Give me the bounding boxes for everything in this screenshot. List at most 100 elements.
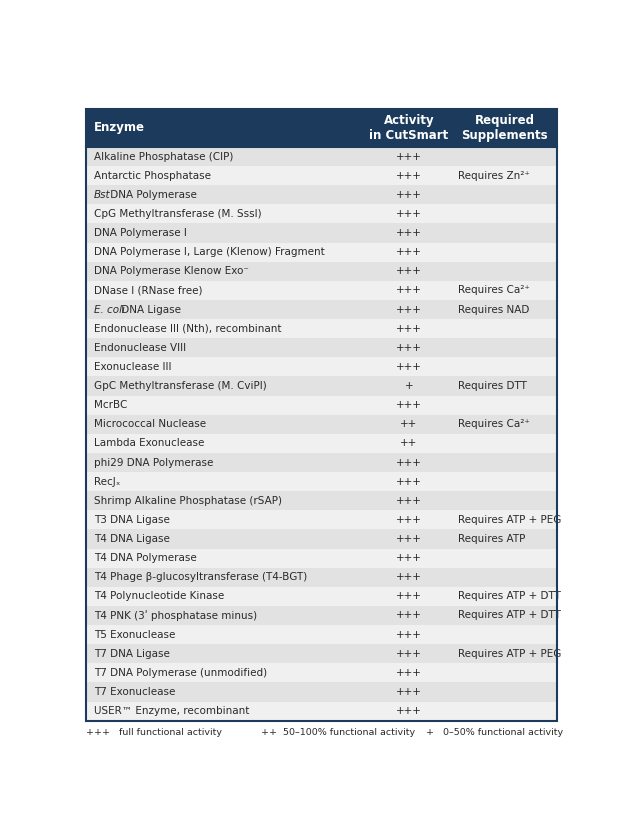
Text: T3 DNA Ligase: T3 DNA Ligase [94, 515, 170, 525]
Bar [86, 300, 558, 319]
Text: +++: +++ [396, 209, 422, 219]
Text: T7 DNA Ligase: T7 DNA Ligase [94, 648, 170, 659]
Text: McrBC: McrBC [94, 400, 127, 410]
Text: T7 Exonuclease: T7 Exonuclease [94, 687, 175, 697]
Text: Lambda Exonuclease: Lambda Exonuclease [94, 438, 204, 449]
Text: DNA Ligase: DNA Ligase [118, 305, 181, 314]
Text: +++: +++ [396, 648, 422, 659]
Text: T4 DNA Polymerase: T4 DNA Polymerase [94, 553, 197, 563]
Text: Endonuclease III (Nth), recombinant: Endonuclease III (Nth), recombinant [94, 323, 281, 333]
Text: +++: +++ [396, 323, 422, 333]
Text: Requires ATP + DTT: Requires ATP + DTT [458, 591, 561, 601]
Bar [86, 433, 558, 453]
Bar [86, 243, 558, 262]
Text: T4 DNA Ligase: T4 DNA Ligase [94, 534, 170, 544]
Text: +++: +++ [396, 362, 422, 372]
Bar [86, 587, 558, 606]
Text: +++: +++ [396, 591, 422, 601]
Text: Shrimp Alkaline Phosphatase (rSAP): Shrimp Alkaline Phosphatase (rSAP) [94, 496, 282, 506]
Bar [86, 511, 558, 529]
Text: +++: +++ [396, 228, 422, 238]
Bar [86, 108, 558, 147]
Text: +++: +++ [396, 190, 422, 200]
Text: +: + [404, 381, 413, 391]
Text: Requires NAD: Requires NAD [458, 305, 529, 314]
Bar [86, 701, 558, 721]
Bar [86, 549, 558, 568]
Text: USER™ Enzyme, recombinant: USER™ Enzyme, recombinant [94, 706, 249, 716]
Text: +++: +++ [396, 305, 422, 314]
Bar [86, 204, 558, 223]
Text: Bst: Bst [94, 190, 111, 200]
Text: +++: +++ [396, 476, 422, 486]
Text: +++: +++ [396, 458, 422, 468]
Text: +++: +++ [396, 534, 422, 544]
Text: Requires Ca²⁺: Requires Ca²⁺ [458, 286, 529, 296]
Bar [86, 319, 558, 339]
Bar [86, 339, 558, 357]
Text: DNA Polymerase: DNA Polymerase [107, 190, 197, 200]
Text: +++: +++ [396, 400, 422, 410]
Bar [86, 491, 558, 511]
Text: Requires DTT: Requires DTT [458, 381, 526, 391]
Text: DNase I (RNase free): DNase I (RNase free) [94, 286, 202, 296]
Bar [86, 453, 558, 472]
Text: +++: +++ [396, 706, 422, 716]
Text: Enzyme: Enzyme [94, 121, 145, 134]
Text: +   0–50% functional activity: + 0–50% functional activity [426, 728, 563, 738]
Bar [86, 262, 558, 281]
Text: T4 PNK (3ʹ phosphatase minus): T4 PNK (3ʹ phosphatase minus) [94, 610, 257, 621]
Text: +++: +++ [396, 171, 422, 181]
Text: +++: +++ [396, 343, 422, 353]
Text: +++: +++ [396, 286, 422, 296]
Text: +++: +++ [396, 668, 422, 678]
Text: T4 Polynucleotide Kinase: T4 Polynucleotide Kinase [94, 591, 224, 601]
Text: DNA Polymerase I: DNA Polymerase I [94, 228, 187, 238]
Text: T5 Exonuclease: T5 Exonuclease [94, 630, 175, 639]
Text: Endonuclease VIII: Endonuclease VIII [94, 343, 186, 353]
Bar [86, 568, 558, 587]
Text: +++: +++ [396, 687, 422, 697]
Bar [86, 682, 558, 701]
Text: phi29 DNA Polymerase: phi29 DNA Polymerase [94, 458, 214, 468]
Text: +++: +++ [396, 572, 422, 582]
Text: Requires Ca²⁺: Requires Ca²⁺ [458, 419, 529, 429]
Text: Activity
in CutSmart: Activity in CutSmart [369, 113, 448, 142]
Text: RecJₓ: RecJₓ [94, 476, 121, 486]
Bar [86, 644, 558, 664]
Bar [86, 223, 558, 243]
Text: Alkaline Phosphatase (CIP): Alkaline Phosphatase (CIP) [94, 151, 234, 161]
Text: E. coli: E. coli [94, 305, 125, 314]
Bar [86, 281, 558, 300]
Bar [86, 472, 558, 491]
Text: CpG Methyltransferase (M. SssI): CpG Methyltransferase (M. SssI) [94, 209, 262, 219]
Text: +++: +++ [396, 151, 422, 161]
Text: +++: +++ [396, 630, 422, 639]
Bar [86, 396, 558, 415]
Text: Micrococcal Nuclease: Micrococcal Nuclease [94, 419, 206, 429]
Bar [86, 529, 558, 549]
Text: T4 Phage β-glucosyltransferase (T4-BGT): T4 Phage β-glucosyltransferase (T4-BGT) [94, 572, 307, 582]
Text: Requires ATP + PEG: Requires ATP + PEG [458, 648, 561, 659]
Text: Requires Zn²⁺: Requires Zn²⁺ [458, 171, 529, 181]
Text: Required
Supplements: Required Supplements [461, 113, 548, 142]
Bar [86, 606, 558, 625]
Text: +++: +++ [396, 266, 422, 276]
Bar [86, 166, 558, 186]
Text: T7 DNA Polymerase (unmodified): T7 DNA Polymerase (unmodified) [94, 668, 267, 678]
Text: +++   full functional activity: +++ full functional activity [86, 728, 222, 738]
Text: +++: +++ [396, 553, 422, 563]
Bar [86, 625, 558, 644]
Bar [86, 376, 558, 396]
Text: DNA Polymerase I, Large (Klenow) Fragment: DNA Polymerase I, Large (Klenow) Fragmen… [94, 247, 325, 257]
Bar [86, 186, 558, 204]
Text: ++: ++ [401, 438, 418, 449]
Bar [86, 415, 558, 433]
Text: DNA Polymerase Klenow Exo⁻: DNA Polymerase Klenow Exo⁻ [94, 266, 249, 276]
Bar [86, 147, 558, 166]
Text: Requires ATP: Requires ATP [458, 534, 525, 544]
Text: Requires ATP + DTT: Requires ATP + DTT [458, 611, 561, 621]
Text: +++: +++ [396, 496, 422, 506]
Bar [86, 357, 558, 376]
Text: Exonuclease III: Exonuclease III [94, 362, 171, 372]
